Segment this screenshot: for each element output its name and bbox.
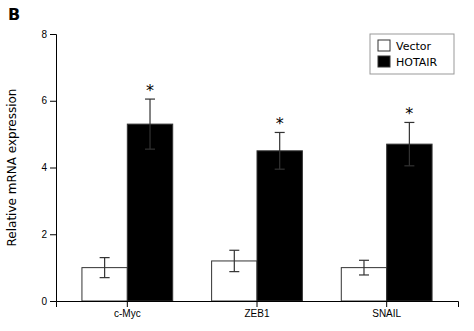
title: B [8, 5, 20, 24]
error-bar [100, 258, 110, 278]
x-tick: ZEB1 [244, 301, 269, 319]
bars [82, 99, 432, 301]
bar [257, 151, 302, 301]
error-bar-cap [145, 149, 155, 150]
error-bar-cap [100, 257, 110, 258]
legend-item: HOTAIR [378, 56, 438, 69]
y-tick: 4 [41, 162, 56, 173]
x-tick: SNAIL [372, 301, 401, 319]
x-tick-mark [257, 301, 258, 307]
y-tick: 2 [41, 229, 56, 240]
error-bar-cap [229, 250, 239, 251]
y-tick-mark [50, 34, 56, 35]
y-tick-label: 8 [41, 29, 47, 40]
annotation: * [405, 104, 413, 123]
error-bar-cap [359, 260, 369, 261]
error-bar-line [409, 122, 410, 165]
y-axis-label: Relative mRNA expression [5, 89, 19, 247]
x-tick-label: c-Myc [114, 308, 141, 319]
bar [387, 144, 432, 301]
y-tick-mark [50, 101, 56, 102]
y-tick-label: 6 [41, 95, 47, 106]
y-tick-mark [50, 168, 56, 169]
error-bar-line [104, 258, 105, 278]
chart: 0 2 4 6 8 c-Myc ZEB1 SNAIL Relative mRNA express… [0, 0, 474, 331]
error-bar [145, 99, 155, 149]
annotation: * [146, 81, 154, 100]
error-bar-line [149, 99, 150, 149]
error-bar-cap [100, 277, 110, 278]
error-bar [359, 260, 369, 275]
x-axis: c-Myc ZEB1 SNAIL [57, 301, 459, 319]
bar [127, 124, 172, 301]
y-tick-label: 0 [41, 296, 47, 307]
annotations: * * * [146, 81, 413, 133]
legend: Vector HOTAIR [370, 34, 454, 74]
y-tick-label: 4 [41, 162, 47, 173]
legend-swatch [378, 56, 390, 67]
error-bar-line [363, 260, 364, 275]
legend-item: Vector [378, 40, 432, 53]
x-tick-label: ZEB1 [244, 308, 269, 319]
y-tick: 6 [41, 95, 56, 106]
error-bar [275, 132, 285, 169]
annotation: * [276, 114, 284, 133]
error-bar-line [234, 250, 235, 271]
y-tick: 0 [41, 296, 56, 307]
x-tick-mark [127, 301, 128, 307]
y-tick-mark [50, 301, 56, 302]
error-bar [229, 250, 239, 271]
error-bar [404, 122, 414, 165]
y-tick-mark [50, 234, 56, 235]
error-bar-cap [404, 165, 414, 166]
error-bar-cap [359, 274, 369, 275]
x-tick-label: SNAIL [372, 308, 401, 319]
x-axis-line [57, 302, 459, 308]
legend-label: Vector [396, 40, 432, 53]
y-tick-label: 2 [41, 229, 47, 240]
legend-label: HOTAIR [396, 56, 438, 69]
legend-frame [370, 34, 454, 74]
legend-swatch [378, 40, 390, 51]
y-axis: 0 2 4 6 8 [41, 29, 56, 307]
x-tick-mark [386, 301, 387, 307]
y-axis-line [50, 35, 57, 302]
series [127, 99, 432, 301]
error-bar-cap [229, 271, 239, 272]
error-bar-cap [275, 169, 285, 170]
x-tick: c-Myc [114, 301, 141, 319]
error-bar-line [279, 132, 280, 169]
y-tick: 8 [41, 29, 56, 40]
plot: 0 2 4 6 8 c-Myc ZEB1 SNAIL Relative mRNA express… [5, 29, 459, 319]
